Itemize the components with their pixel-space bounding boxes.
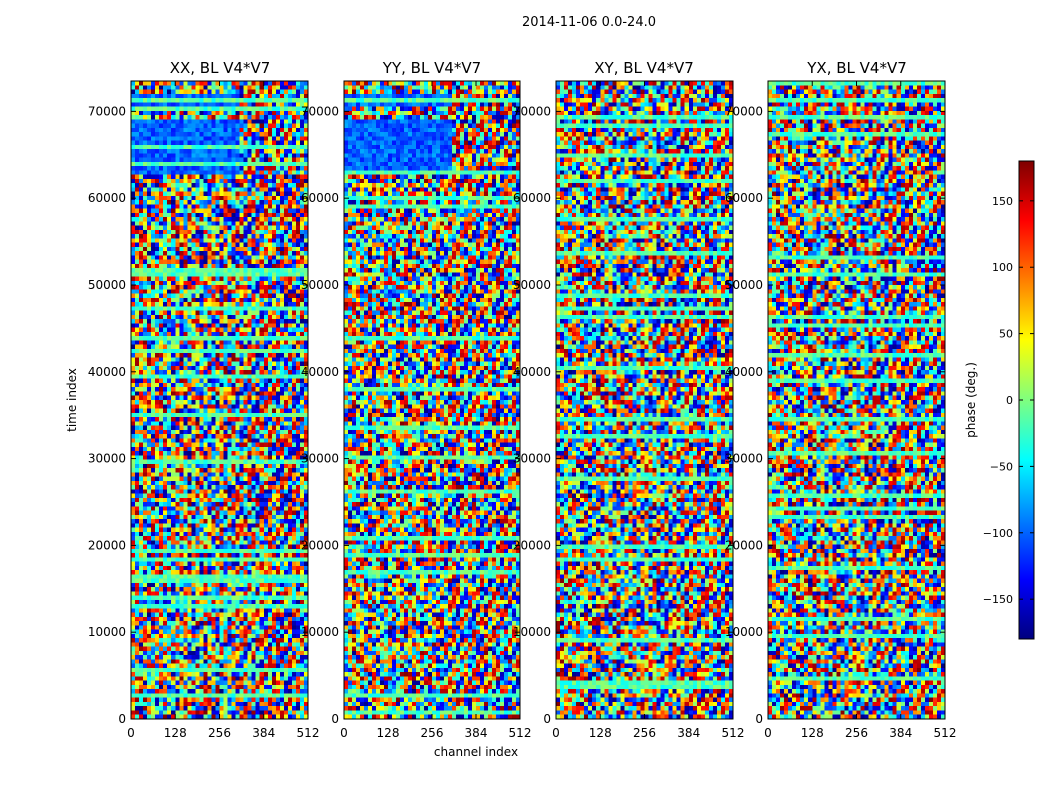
heatmap-image-xx xyxy=(131,81,308,719)
colorbar-tick-label: 0 xyxy=(1006,394,1013,407)
axis-ticks-xx: 0 128 256 384 512 0 10000 20000 30000 40000 50000 6… xyxy=(88,81,320,740)
y-tick-label: 50000 xyxy=(513,278,551,292)
axis-ticks-xy: 0 128 256 384 512 0 10000 20000 30000 40000 50000 6… xyxy=(513,81,745,740)
y-tick-label: 50000 xyxy=(88,278,126,292)
y-tick-label: 0 xyxy=(118,712,126,726)
y-tick-label: 30000 xyxy=(513,452,551,466)
y-tick-label: 30000 xyxy=(725,452,763,466)
axis-ticks-yy: 0 128 256 384 512 0 10000 20000 30000 40000 50000 6… xyxy=(301,81,532,740)
x-tick-label: 128 xyxy=(589,726,612,740)
x-tick-label: 0 xyxy=(764,726,772,740)
heatmap-yy xyxy=(344,81,520,719)
y-tick-label: 40000 xyxy=(88,365,126,379)
colorbar-tick-label: 50 xyxy=(999,328,1013,341)
x-tick-label: 384 xyxy=(889,726,912,740)
y-tick-label: 10000 xyxy=(88,625,126,639)
y-tick-label: 30000 xyxy=(88,452,126,466)
y-tick-label: 0 xyxy=(331,712,339,726)
x-tick-label: 384 xyxy=(677,726,700,740)
panel-title-xx: XX, BL V4*V7 xyxy=(170,59,271,77)
heatmap-image-yy xyxy=(344,81,520,719)
y-tick-label: 50000 xyxy=(301,278,339,292)
axis-ticks-yx: 0 128 256 384 512 0 10000 20000 30000 40000 50000 6… xyxy=(725,81,957,740)
colorbar-tick-label: −100 xyxy=(983,527,1013,540)
y-tick-label: 20000 xyxy=(301,538,339,552)
x-axis-label: channel index xyxy=(434,745,518,759)
colorbar-tick-label: 100 xyxy=(992,261,1013,274)
y-tick-label: 20000 xyxy=(513,538,551,552)
x-tick-label: 512 xyxy=(722,726,745,740)
y-tick-label: 70000 xyxy=(88,104,126,118)
x-tick-label: 0 xyxy=(127,726,135,740)
y-tick-label: 0 xyxy=(543,712,551,726)
colorbar-label: phase (deg.) xyxy=(964,362,978,438)
y-tick-label: 40000 xyxy=(513,365,551,379)
y-tick-label: 20000 xyxy=(88,538,126,552)
panel-yy: YY, BL V4*V7 0 128 256 384 512 0 10000 20000 300… xyxy=(301,59,532,740)
y-tick-label: 70000 xyxy=(301,104,339,118)
x-tick-label: 256 xyxy=(421,726,444,740)
y-tick-label: 70000 xyxy=(513,104,551,118)
y-tick-label: 10000 xyxy=(301,625,339,639)
x-tick-label: 256 xyxy=(845,726,868,740)
figure-suptitle: 2014-11-06 0.0-24.0 xyxy=(522,15,656,30)
x-tick-label: 256 xyxy=(633,726,656,740)
x-tick-label: 512 xyxy=(297,726,320,740)
y-tick-label: 40000 xyxy=(725,365,763,379)
colorbar-tick-label: 150 xyxy=(992,195,1013,208)
y-tick-label: 60000 xyxy=(513,191,551,205)
heatmap-image-yx xyxy=(768,81,945,719)
y-tick-label: 10000 xyxy=(725,625,763,639)
panel-xx: XX, BL V4*V7 0 128 256 384 512 0 10000 20000 300… xyxy=(88,59,320,740)
x-tick-label: 384 xyxy=(465,726,488,740)
y-tick-label: 60000 xyxy=(301,191,339,205)
heatmap-image-xy xyxy=(556,81,733,719)
x-tick-label: 256 xyxy=(208,726,231,740)
y-tick-label: 60000 xyxy=(88,191,126,205)
y-tick-label: 60000 xyxy=(725,191,763,205)
panel-yx: YX, BL V4*V7 0 128 256 384 512 0 10000 20000 300… xyxy=(725,59,957,740)
x-tick-label: 384 xyxy=(252,726,275,740)
x-tick-label: 0 xyxy=(552,726,560,740)
x-tick-label: 512 xyxy=(934,726,957,740)
colorbar-ticks: −150 −100 −50 0 50 100 150 xyxy=(983,195,1034,606)
heatmap-xy xyxy=(556,81,733,719)
y-tick-label: 10000 xyxy=(513,625,551,639)
y-axis-label: time index xyxy=(65,368,79,432)
panel-title-xy: XY, BL V4*V7 xyxy=(594,59,694,77)
panel-title-yy: YY, BL V4*V7 xyxy=(382,59,481,77)
colorbar: −150 −100 −50 0 50 100 150 phase (deg.) xyxy=(964,160,1035,640)
panel-title-yx: YX, BL V4*V7 xyxy=(806,59,907,77)
colorbar-tick-label: −50 xyxy=(990,460,1013,473)
y-tick-label: 0 xyxy=(755,712,763,726)
x-tick-label: 512 xyxy=(509,726,532,740)
x-tick-label: 128 xyxy=(164,726,187,740)
heatmap-yx xyxy=(768,81,945,719)
x-tick-label: 0 xyxy=(340,726,348,740)
y-tick-label: 30000 xyxy=(301,452,339,466)
x-tick-label: 128 xyxy=(377,726,400,740)
y-tick-label: 40000 xyxy=(301,365,339,379)
y-tick-label: 20000 xyxy=(725,538,763,552)
y-tick-label: 50000 xyxy=(725,278,763,292)
heatmap-xx xyxy=(131,81,308,719)
colorbar-tick-label: −150 xyxy=(983,593,1013,606)
x-tick-label: 128 xyxy=(801,726,824,740)
y-tick-label: 70000 xyxy=(725,104,763,118)
panel-xy: XY, BL V4*V7 0 128 256 384 512 0 10000 20000 300… xyxy=(513,59,745,740)
